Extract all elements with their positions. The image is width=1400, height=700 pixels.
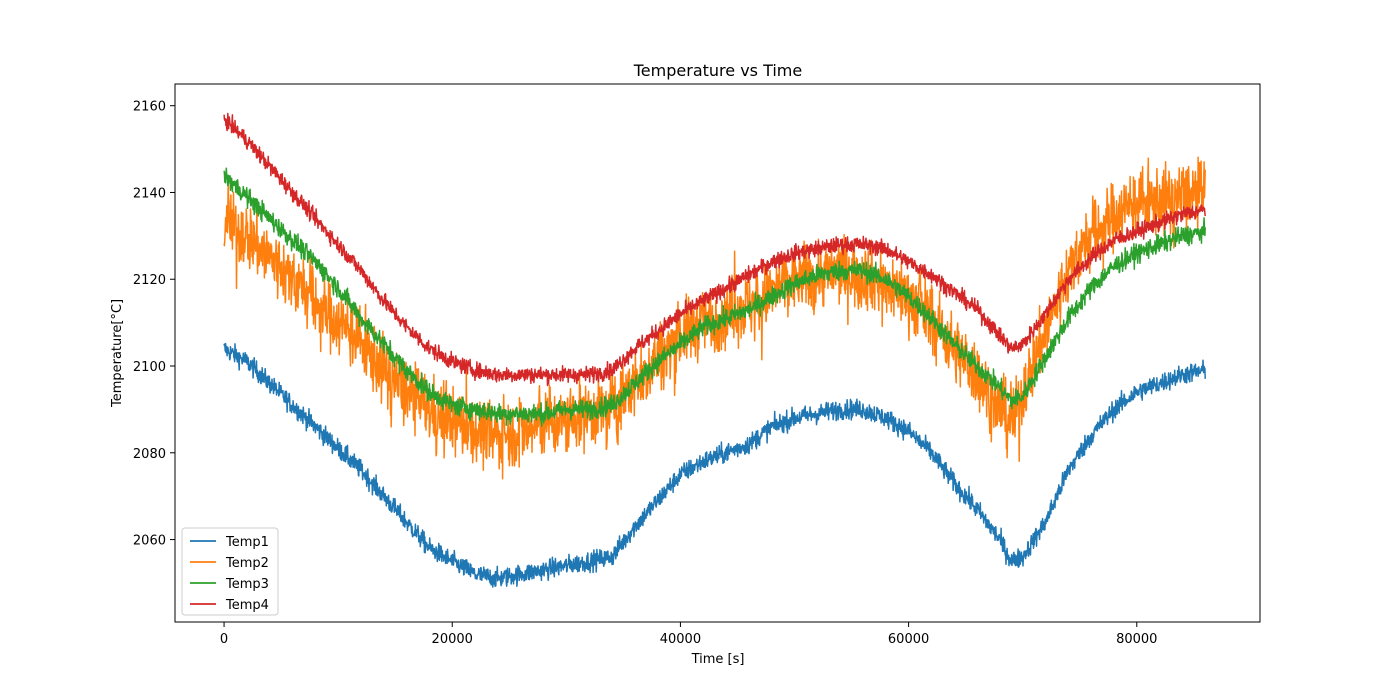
x-tick-label: 0 — [220, 632, 228, 647]
y-axis-label: Temperature[°C] — [110, 299, 125, 408]
legend-label-temp1: Temp1 — [225, 535, 269, 550]
legend-label-temp3: Temp3 — [225, 577, 269, 592]
legend-label-temp2: Temp2 — [225, 556, 269, 571]
x-tick-label: 40000 — [660, 632, 701, 647]
y-tick-label: 2160 — [133, 100, 166, 115]
y-tick-label: 2140 — [133, 186, 166, 201]
legend-label-temp4: Temp4 — [225, 598, 269, 613]
chart-title: Temperature vs Time — [633, 61, 802, 80]
y-tick-label: 2060 — [133, 534, 166, 549]
x-axis-label: Time [s] — [691, 652, 745, 667]
legend: Temp1 Temp2 Temp3 Temp4 — [182, 528, 278, 615]
x-tick-label: 60000 — [888, 632, 929, 647]
y-tick-label: 2080 — [133, 447, 166, 462]
y-tick-label: 2120 — [133, 273, 166, 288]
x-tick-label: 20000 — [432, 632, 473, 647]
y-tick-label: 2100 — [133, 360, 166, 375]
x-tick-label: 80000 — [1116, 632, 1157, 647]
